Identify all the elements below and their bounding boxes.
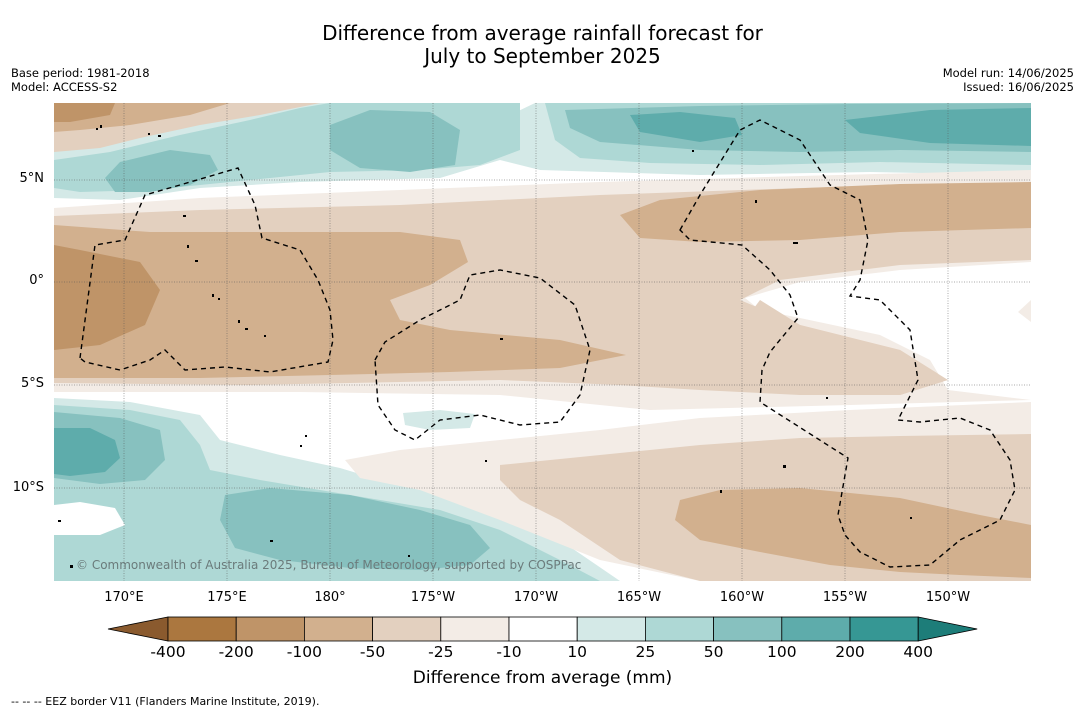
colorbar-tick-label: 400 <box>903 643 933 661</box>
contour-nw-brown-100 <box>54 103 115 122</box>
lon-label-150w: 150°W <box>925 590 971 605</box>
meta-right: Model run: 14/06/2025 Issued: 16/06/2025 <box>943 66 1074 94</box>
contour-central-50-west <box>54 225 626 378</box>
eez-borders <box>79 119 1016 568</box>
title-line-2: July to September 2025 <box>424 44 661 68</box>
title-line-1: Difference from average rainfall forecas… <box>322 21 763 45</box>
colorbar-title: Difference from average (mm) <box>412 668 673 688</box>
colorbar-segment <box>372 616 442 642</box>
contour-central-100 <box>54 245 160 350</box>
contour-north-50-mid <box>330 110 460 172</box>
colorbar-tick-label: 10 <box>567 643 588 661</box>
lat-label-5n: 5°N <box>19 171 45 186</box>
eez-footnote: -- -- -- EEZ border V11 (Flanders Marine… <box>11 695 320 708</box>
contour-east-white <box>745 262 1031 400</box>
contour-sw-50-b <box>220 488 490 570</box>
contour-north-100-b <box>845 108 1031 146</box>
meta-left: Base period: 1981-2018 Model: ACCESS-S2 <box>11 66 150 94</box>
issued-text: Issued: 16/06/2025 <box>963 80 1074 94</box>
map-title: Difference from average rainfall forecas… <box>0 22 1085 68</box>
grid-lines <box>54 103 1031 581</box>
lon-label-175e: 175°E <box>207 590 247 605</box>
contour-east-25-overlay <box>740 300 948 395</box>
contour-central-50-east <box>620 182 1031 242</box>
lon-label-155w: 155°W <box>822 590 868 605</box>
colorbar-segment <box>508 616 578 642</box>
colorbar-segment <box>576 616 646 642</box>
lon-label-175w: 175°W <box>410 590 456 605</box>
colorbar-segment <box>235 616 305 642</box>
contour-sw-100 <box>54 428 120 476</box>
colorbar-segment <box>713 616 783 642</box>
model-text: Model: ACCESS-S2 <box>11 80 118 94</box>
colorbar-segment <box>440 616 510 642</box>
colorbar-tick-label: -100 <box>286 643 322 661</box>
colorbar-extend-low <box>107 616 169 642</box>
colorbar-tick-label: -25 <box>428 643 454 661</box>
colorbar-tick-label: -200 <box>218 643 254 661</box>
lat-label-10s: 10°S <box>12 480 44 495</box>
lat-label-5s: 5°S <box>20 376 44 391</box>
lon-label-165w: 165°W <box>616 590 662 605</box>
contour-north-100-a <box>630 112 742 142</box>
colorbar-segment <box>849 616 919 642</box>
lon-label-170e: 170°E <box>104 590 144 605</box>
colorbar-segment <box>303 616 373 642</box>
lat-label-0: 0° <box>29 273 44 288</box>
colorbar-tick-label: 100 <box>767 643 797 661</box>
colorbar-extend-high <box>917 616 978 642</box>
colorbar-segment <box>645 616 715 642</box>
colorbar-tick-label: -50 <box>359 643 386 661</box>
rainfall-map <box>54 103 1031 581</box>
colorbar <box>107 616 978 642</box>
colorbar-tick-label: -10 <box>496 643 522 661</box>
lon-label-160w: 160°W <box>719 590 765 605</box>
colorbar-segment <box>167 616 237 642</box>
copyright-text: © Commonwealth of Australia 2025, Bureau… <box>76 558 582 572</box>
base-period-text: Base period: 1981-2018 <box>11 66 150 80</box>
contour-sw-white-gap <box>54 502 125 535</box>
colorbar-segment <box>781 616 851 642</box>
lon-label-180: 180° <box>314 590 346 605</box>
lon-label-170w: 170°W <box>513 590 559 605</box>
model-run-text: Model run: 14/06/2025 <box>942 66 1074 80</box>
colorbar-tick-label: 50 <box>703 643 724 661</box>
colorbar-tick-label: -400 <box>150 643 186 661</box>
contour-north-50-west <box>105 150 218 192</box>
colorbar-tick-label: 200 <box>835 643 865 661</box>
colorbar-tick-label: 25 <box>635 643 656 661</box>
island-coastlines <box>58 125 912 568</box>
